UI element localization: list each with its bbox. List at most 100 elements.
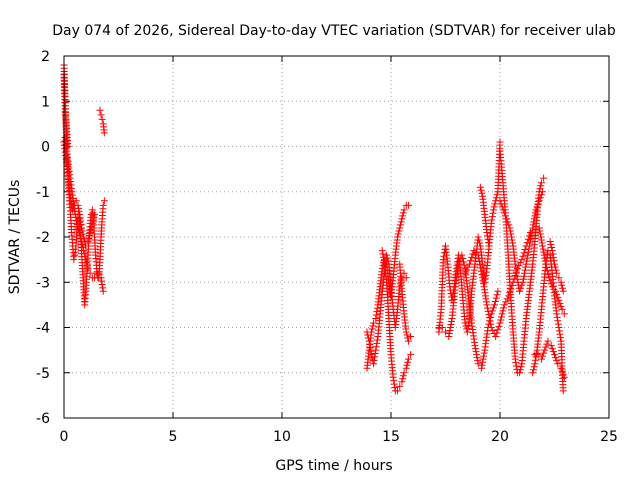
data-point (491, 301, 499, 309)
data-point (464, 325, 472, 333)
data-point (97, 274, 105, 282)
data-point (500, 301, 508, 309)
data-point (522, 263, 530, 271)
data-point (496, 319, 504, 327)
data-point (399, 375, 407, 383)
data-point (506, 227, 514, 235)
data-point (559, 370, 567, 378)
data-point (96, 106, 104, 114)
data-point (83, 259, 91, 267)
data-point (81, 239, 89, 247)
data-point (396, 224, 404, 232)
data-point (495, 322, 503, 330)
data-point (554, 317, 562, 325)
data-point (389, 373, 397, 381)
data-point (522, 260, 530, 268)
data-point (372, 314, 380, 322)
data-point (99, 201, 107, 209)
data-point (533, 203, 541, 211)
y-tick-label: -6 (36, 411, 50, 427)
data-point (513, 275, 521, 283)
data-point (88, 222, 96, 230)
data-point (555, 296, 563, 304)
data-point (399, 372, 407, 380)
data-point (499, 307, 507, 315)
axis-ticks: 0 5 10 15 20 25 -6 -5 -4 -3 -2 -1 0 1 2 (36, 49, 618, 445)
y-tick-label: 0 (41, 140, 50, 156)
data-point (529, 224, 537, 232)
data-point (404, 358, 412, 366)
data-point (468, 253, 476, 261)
data-point (89, 216, 97, 224)
y-tick-label: -2 (36, 230, 50, 246)
data-point (539, 352, 547, 360)
data-point (473, 351, 481, 359)
data-point (489, 209, 497, 217)
x-tick-label: 20 (491, 429, 509, 445)
data-point (557, 302, 565, 310)
data-point (474, 251, 482, 259)
data-point (555, 274, 563, 282)
data-point (69, 206, 77, 214)
data-point (86, 269, 94, 277)
data-point (499, 206, 507, 214)
data-point (477, 364, 485, 372)
data-point (82, 256, 90, 264)
data-point (460, 261, 468, 269)
data-point (504, 218, 512, 226)
data-point (486, 317, 494, 325)
data-point (556, 330, 564, 338)
data-point (520, 249, 528, 257)
data-point (555, 327, 563, 335)
y-tick-label: -3 (36, 275, 50, 291)
data-points (60, 61, 568, 395)
data-point (74, 201, 82, 209)
data-point (548, 345, 556, 353)
data-point (551, 351, 558, 359)
data-point (476, 183, 484, 191)
data-point (547, 241, 555, 249)
data-point (540, 349, 548, 357)
data-point (367, 347, 375, 355)
data-point (403, 361, 411, 369)
data-point (79, 244, 87, 252)
data-point (546, 238, 554, 246)
data-point (77, 238, 85, 246)
data-point (82, 242, 90, 250)
x-tick-label: 10 (273, 429, 291, 445)
data-point (553, 269, 561, 277)
data-point (520, 272, 528, 280)
data-point (368, 325, 376, 333)
data-point (455, 260, 463, 268)
data-point (372, 311, 380, 319)
data-point (496, 138, 504, 146)
data-point (402, 274, 410, 282)
data-point (88, 219, 96, 227)
data-point (525, 245, 533, 253)
data-point (371, 353, 379, 361)
data-point (475, 236, 483, 244)
data-point (70, 256, 78, 264)
data-point (543, 264, 551, 272)
data-point (402, 328, 410, 336)
data-point (397, 218, 405, 226)
data-point (80, 236, 88, 244)
data-point (396, 221, 404, 229)
data-point (399, 212, 407, 220)
data-point (516, 369, 524, 377)
data-point (459, 258, 467, 266)
data-point (516, 287, 524, 295)
data-point (558, 281, 566, 289)
data-point (524, 248, 532, 256)
data-point (403, 331, 411, 339)
data-point (459, 254, 467, 262)
data-point (507, 233, 515, 241)
data-point (491, 297, 499, 305)
data-point (399, 209, 407, 217)
data-point (482, 268, 490, 276)
data-point (547, 280, 555, 288)
data-point (533, 350, 541, 358)
data-point (508, 236, 516, 244)
data-point (515, 262, 523, 270)
data-point (502, 298, 510, 306)
